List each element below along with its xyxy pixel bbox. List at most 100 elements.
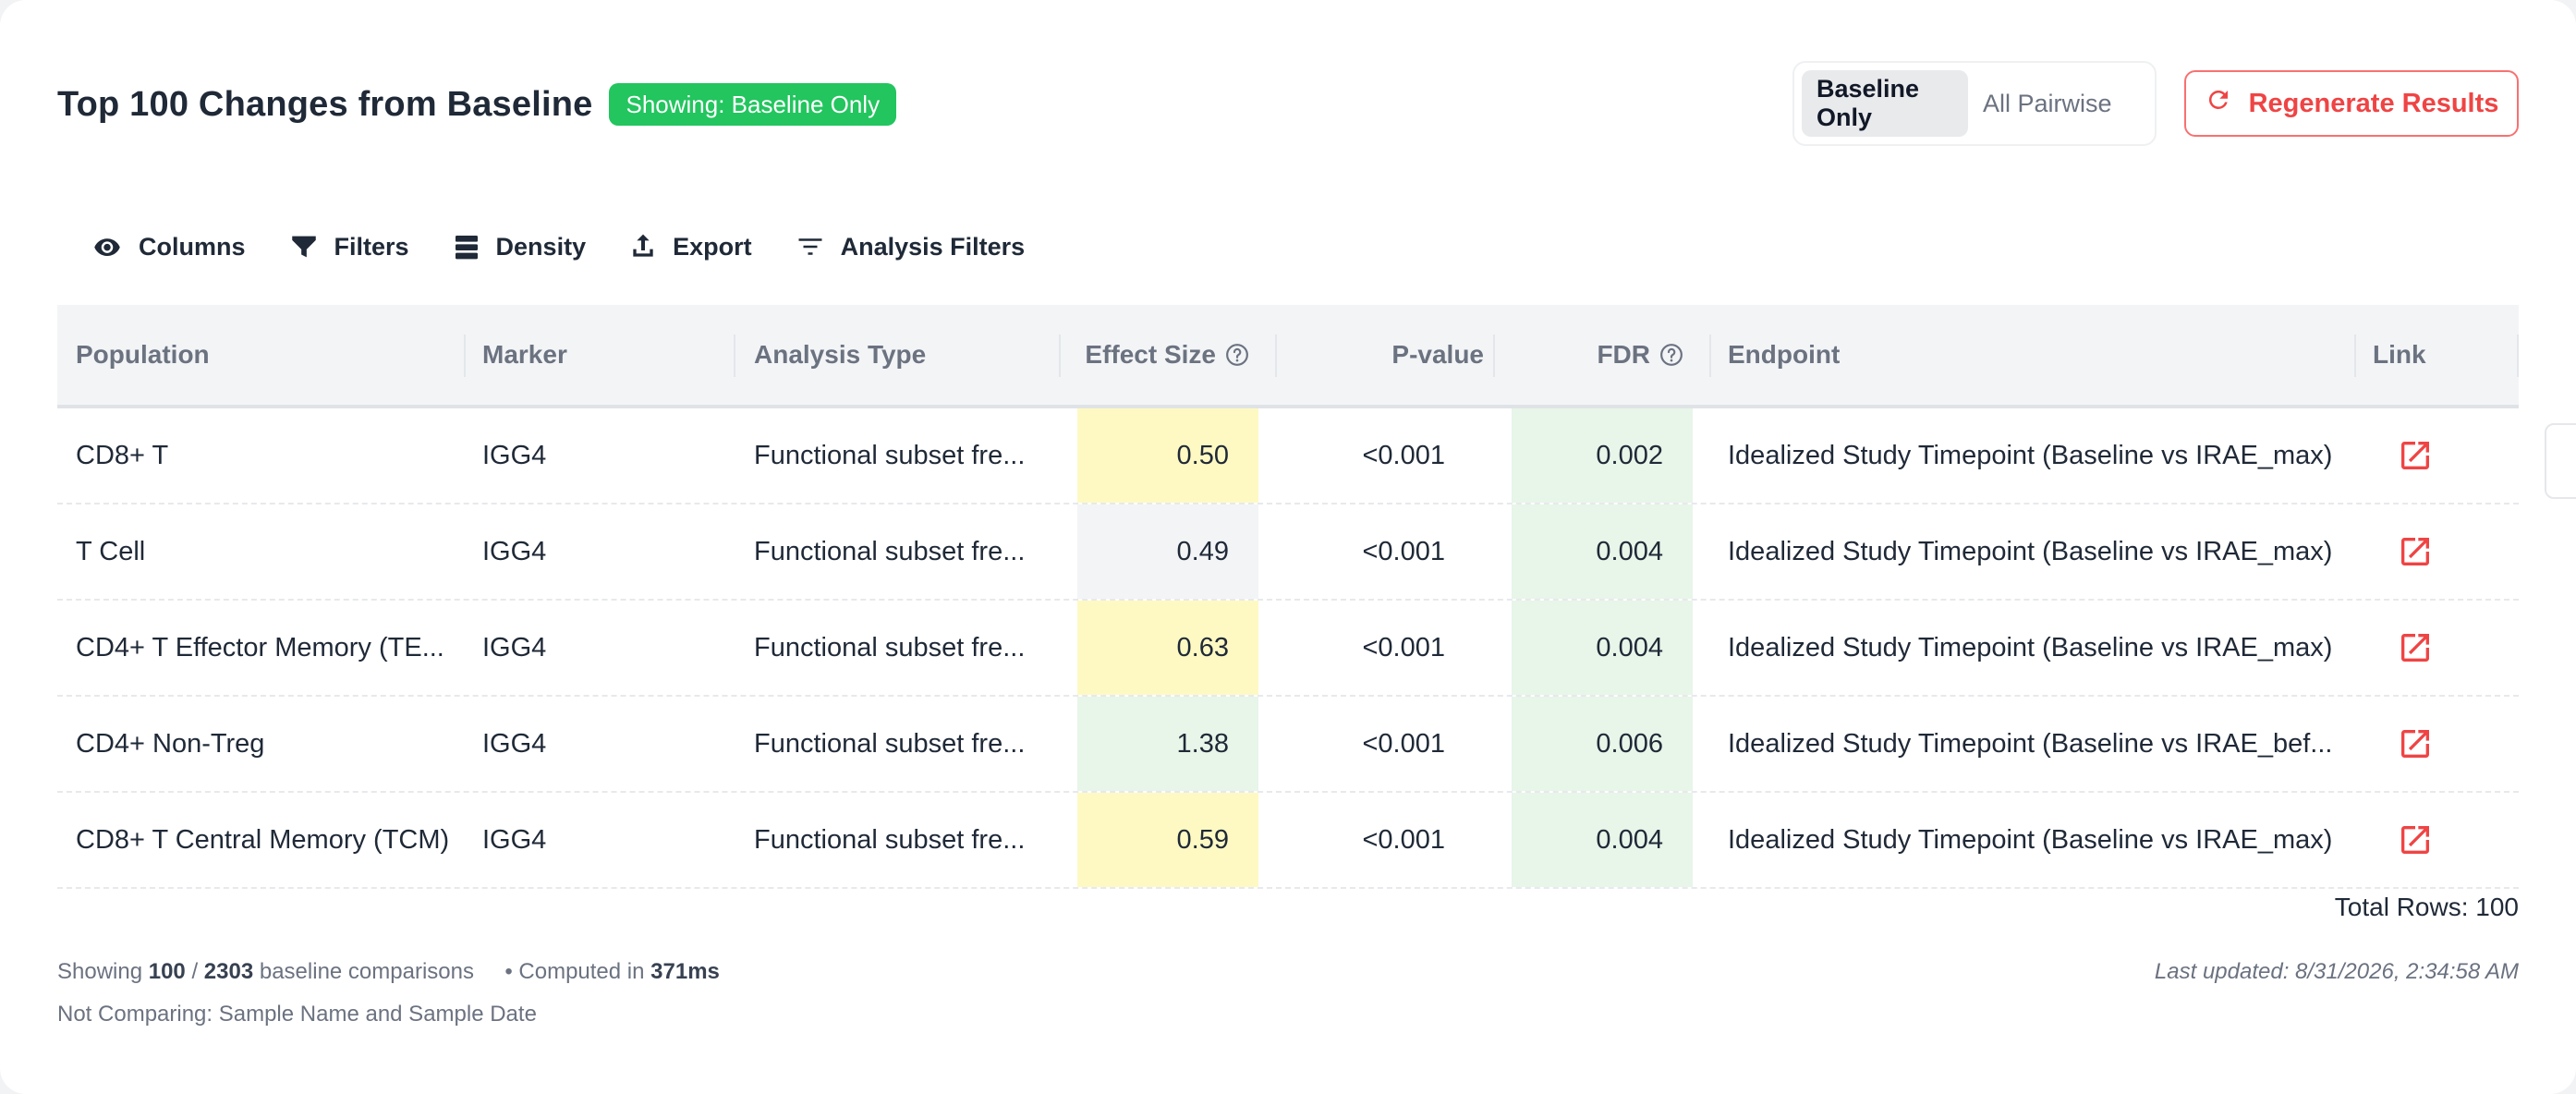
header-pvalue[interactable]: P-value: [1391, 340, 1484, 369]
export-label: Export: [673, 232, 752, 261]
density-icon: [452, 231, 481, 262]
analysis-filters-label: Analysis Filters: [840, 232, 1026, 261]
open-in-new-icon: [2401, 442, 2429, 469]
results-summary: Showing 100 / 2303 baseline comparisons …: [57, 959, 720, 985]
table-body: CD8+ T IGG4 Functional subset fre... 0.50 <0…: [57, 408, 2519, 889]
open-link-button[interactable]: [2388, 697, 2443, 791]
help-icon[interactable]: [1225, 343, 1249, 367]
open-in-new-icon: [2401, 730, 2429, 758]
showing-suffix: baseline comparisons: [259, 959, 474, 984]
filter-list-icon: [795, 233, 826, 261]
computed-time: 371ms: [650, 959, 720, 984]
refresh-icon: [2205, 86, 2232, 121]
marker-cell: IGG4: [482, 632, 547, 662]
table-row[interactable]: CD4+ Non-Treg IGG4 Functional subset fre..…: [57, 697, 2519, 793]
table-row[interactable]: T Cell IGG4 Functional subset fre... 0.49 <0…: [57, 504, 2519, 601]
showing-separator: /: [191, 959, 199, 984]
table-row[interactable]: CD4+ T Effector Memory (TE... IGG4 Functio…: [57, 601, 2519, 697]
effect-size-cell: 0.63: [1077, 601, 1258, 695]
column-separator[interactable]: [1709, 334, 1711, 377]
effect-size-cell: 0.59: [1077, 793, 1258, 887]
effect-size-cell: 1.38: [1077, 697, 1258, 791]
open-link-button[interactable]: [2388, 793, 2443, 887]
header-fdr[interactable]: FDR: [1512, 305, 1693, 405]
grid-toolbar: Columns Filters Density Export Analysis …: [91, 225, 1067, 268]
density-label: Density: [495, 232, 587, 261]
endpoint-cell: Idealized Study Timepoint (Baseline vs I…: [1728, 824, 2333, 855]
header-link[interactable]: Link: [2373, 340, 2426, 369]
marker-cell: IGG4: [482, 536, 547, 566]
funnel-icon: [288, 231, 320, 262]
last-updated: Last updated: 8/31/2026, 2:34:58 AM: [2154, 959, 2519, 984]
side-panel-handle[interactable]: [2545, 423, 2576, 499]
not-comparing-note: Not Comparing: Sample Name and Sample Da…: [57, 1002, 537, 1027]
regenerate-results-button[interactable]: Regenerate Results: [2184, 70, 2519, 137]
table-row[interactable]: CD8+ T Central Memory (TCM) IGG4 Functiona…: [57, 793, 2519, 889]
all-pairwise-button[interactable]: All Pairwise: [1983, 89, 2112, 117]
comparison-mode-toggle: Baseline Only All Pairwise: [1792, 61, 2157, 146]
effect-size-cell: 0.49: [1077, 504, 1258, 599]
open-in-new-icon: [2401, 826, 2429, 854]
open-in-new-icon: [2401, 538, 2429, 565]
pvalue-cell: <0.001: [1362, 440, 1445, 470]
marker-cell: IGG4: [482, 728, 547, 759]
fdr-cell: 0.002: [1512, 408, 1693, 503]
status-badge: Showing: Baseline Only: [609, 83, 897, 126]
analysis-type-cell: Functional subset fre...: [754, 728, 1026, 759]
endpoint-cell: Idealized Study Timepoint (Baseline vs I…: [1728, 536, 2333, 566]
export-icon: [628, 231, 658, 262]
fdr-cell: 0.006: [1512, 697, 1693, 791]
population-cell: T Cell: [76, 536, 146, 566]
analysis-type-cell: Functional subset fre...: [754, 440, 1026, 470]
header-marker[interactable]: Marker: [482, 340, 567, 369]
help-icon[interactable]: [1659, 343, 1683, 367]
fdr-cell: 0.004: [1512, 793, 1693, 887]
population-cell: CD8+ T Central Memory (TCM): [76, 824, 450, 855]
column-separator[interactable]: [1059, 334, 1061, 377]
population-cell: CD4+ Non-Treg: [76, 728, 265, 759]
marker-cell: IGG4: [482, 440, 547, 470]
column-separator[interactable]: [1275, 334, 1277, 377]
open-link-button[interactable]: [2388, 408, 2443, 503]
analysis-type-cell: Functional subset fre...: [754, 632, 1026, 662]
export-button[interactable]: Export: [628, 231, 752, 262]
analysis-type-cell: Functional subset fre...: [754, 536, 1026, 566]
table-header: Population Marker Analysis Type Effect S…: [57, 305, 2519, 408]
results-table: Population Marker Analysis Type Effect S…: [57, 305, 2519, 889]
header-endpoint[interactable]: Endpoint: [1728, 340, 1841, 369]
column-separator[interactable]: [1493, 334, 1495, 377]
column-separator[interactable]: [2354, 334, 2356, 377]
page-title: Top 100 Changes from Baseline: [57, 84, 593, 124]
column-separator[interactable]: [2517, 334, 2519, 377]
endpoint-cell: Idealized Study Timepoint (Baseline vs I…: [1728, 728, 2333, 759]
column-separator[interactable]: [464, 334, 466, 377]
analysis-filters-button[interactable]: Analysis Filters: [795, 232, 1026, 261]
effect-size-label: Effect Size: [1085, 340, 1216, 369]
open-link-button[interactable]: [2388, 504, 2443, 599]
open-link-button[interactable]: [2388, 601, 2443, 695]
showing-total: 2303: [203, 959, 254, 984]
fdr-cell: 0.004: [1512, 504, 1693, 599]
filters-label: Filters: [334, 232, 409, 261]
density-button[interactable]: Density: [452, 231, 587, 262]
eye-icon: [91, 233, 124, 261]
columns-button[interactable]: Columns: [91, 233, 246, 261]
showing-count: 100: [148, 959, 186, 984]
pvalue-cell: <0.001: [1362, 824, 1445, 855]
effect-size-cell: 0.50: [1077, 408, 1258, 503]
header: Top 100 Changes from Baseline Showing: B…: [57, 72, 897, 137]
fdr-label: FDR: [1597, 340, 1650, 369]
header-analysis-type[interactable]: Analysis Type: [754, 340, 927, 369]
filters-button[interactable]: Filters: [288, 231, 409, 262]
marker-cell: IGG4: [482, 824, 547, 855]
baseline-only-button[interactable]: Baseline Only: [1802, 70, 1968, 137]
header-population[interactable]: Population: [76, 340, 210, 369]
population-cell: CD8+ T: [76, 440, 169, 470]
table-row[interactable]: CD8+ T IGG4 Functional subset fre... 0.50 <0…: [57, 408, 2519, 504]
endpoint-cell: Idealized Study Timepoint (Baseline vs I…: [1728, 632, 2333, 662]
total-rows: Total Rows: 100: [2334, 893, 2519, 921]
column-separator[interactable]: [734, 334, 735, 377]
header-effect-size[interactable]: Effect Size: [1077, 305, 1258, 405]
regenerate-label: Regenerate Results: [2248, 88, 2499, 118]
